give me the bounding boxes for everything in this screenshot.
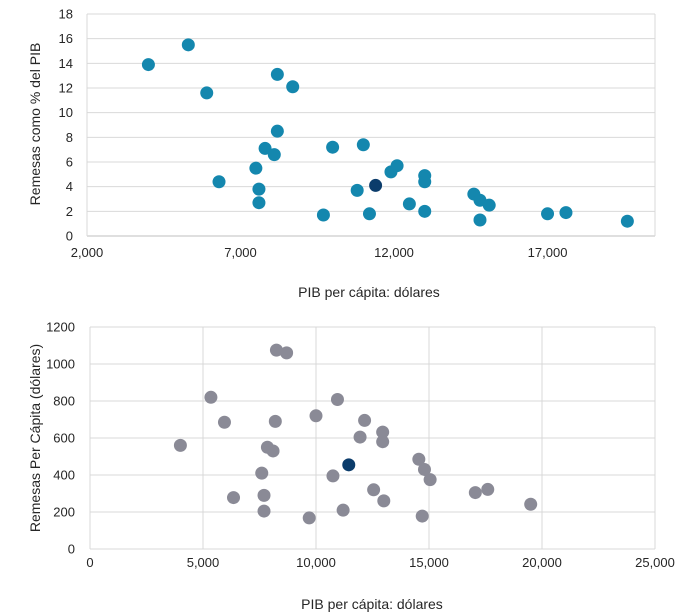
x-tick-label: 25,000 [635, 555, 675, 570]
data-point [268, 414, 282, 428]
data-point [309, 409, 323, 423]
data-point [257, 488, 271, 502]
y-tick-label: 0 [66, 229, 73, 244]
y-tick-label: 2 [66, 204, 73, 219]
data-point [302, 511, 316, 525]
data-point [541, 207, 555, 221]
data-point [559, 206, 573, 220]
data-point [524, 497, 538, 511]
data-point [266, 444, 280, 458]
gdp-remittances-pct-chart: 0 2 4 6 8 10 12 14 16 18 2,000 7,000 12,000 17,000 PI… [27, 7, 656, 300]
data-point [286, 80, 300, 94]
data-point [257, 504, 271, 518]
data-point [482, 198, 496, 212]
y-tick-label: 10 [59, 105, 73, 120]
y-tick-label: 400 [53, 468, 75, 483]
data-point [181, 38, 195, 52]
data-point [270, 67, 284, 81]
remittances-per-capita-chart: 0 200 400 600 800 1000 1200 0 5,000 10,000 15,000 2… [27, 320, 675, 613]
data-point [376, 425, 390, 439]
y-tick-label: 6 [66, 155, 73, 170]
data-point [252, 196, 266, 210]
data-point [212, 175, 226, 189]
data-point [356, 138, 370, 152]
y-tick-label: 14 [59, 56, 73, 71]
data-point [204, 390, 218, 404]
data-point [336, 503, 350, 517]
data-point [252, 182, 266, 196]
data-point [473, 213, 487, 227]
data-point [377, 494, 391, 508]
x-tick-label: 10,000 [296, 555, 336, 570]
data-point [390, 159, 404, 173]
data-point [376, 435, 390, 449]
data-point [217, 415, 231, 429]
data-point [412, 452, 426, 466]
x-tick-label: 20,000 [522, 555, 562, 570]
data-point [330, 393, 344, 407]
data-point [270, 124, 284, 138]
y-axis-title: Remesas Per Cápita (dólares) [27, 344, 43, 532]
y-tick-label: 4 [66, 179, 73, 194]
x-tick-label: 7,000 [224, 245, 257, 260]
data-point [620, 214, 634, 228]
y-tick-label: 16 [59, 31, 73, 46]
data-point [316, 208, 330, 222]
x-tick-label: 5,000 [187, 555, 220, 570]
data-point [402, 197, 416, 211]
y-tick-label: 8 [66, 130, 73, 145]
plot-area: 0 2 4 6 8 10 12 14 16 18 2,000 7,000 12,000 17,000 [59, 7, 656, 260]
x-tick-label: 15,000 [409, 555, 449, 570]
y-tick-label: 1200 [46, 320, 75, 335]
y-tick-label: 1000 [46, 357, 75, 372]
x-axis-title: PIB per cápita: dólares [298, 284, 440, 300]
x-axis-title: PIB per cápita: dólares [301, 596, 443, 612]
data-point [227, 491, 241, 505]
y-tick-label: 0 [68, 542, 75, 557]
y-tick-label: 600 [53, 431, 75, 446]
data-point [468, 486, 482, 500]
x-tick-label: 2,000 [71, 245, 104, 260]
x-tick-label: 0 [86, 555, 93, 570]
data-point [423, 473, 437, 487]
x-tick-label: 12,000 [374, 245, 414, 260]
y-tick-label: 800 [53, 394, 75, 409]
plot-area: 0 200 400 600 800 1000 1200 0 5,000 10,000 15,000 2… [46, 320, 675, 571]
data-point [415, 509, 429, 523]
y-tick-label: 18 [59, 7, 73, 22]
data-point [141, 58, 155, 72]
highlighted-data-point [369, 178, 383, 192]
data-point [249, 161, 263, 175]
highlighted-data-point [342, 458, 356, 472]
data-point [326, 469, 340, 483]
data-point [362, 207, 376, 221]
data-point [417, 462, 431, 476]
data-point [350, 183, 364, 197]
data-point [358, 413, 372, 427]
data-point [280, 346, 294, 360]
x-tick-label: 17,000 [528, 245, 568, 260]
data-point [418, 204, 432, 218]
data-point [481, 482, 495, 496]
data-point [258, 141, 272, 155]
data-point [267, 148, 281, 162]
y-tick-label: 200 [53, 505, 75, 520]
y-tick-label: 12 [59, 81, 73, 96]
data-point [255, 466, 269, 480]
data-point [173, 438, 187, 452]
data-point [367, 483, 381, 497]
data-point [269, 343, 283, 357]
y-axis-title: Remesas como % del PIB [27, 43, 43, 206]
data-point [418, 175, 432, 189]
data-point [326, 140, 340, 154]
data-point [200, 86, 214, 100]
data-point [353, 430, 367, 444]
